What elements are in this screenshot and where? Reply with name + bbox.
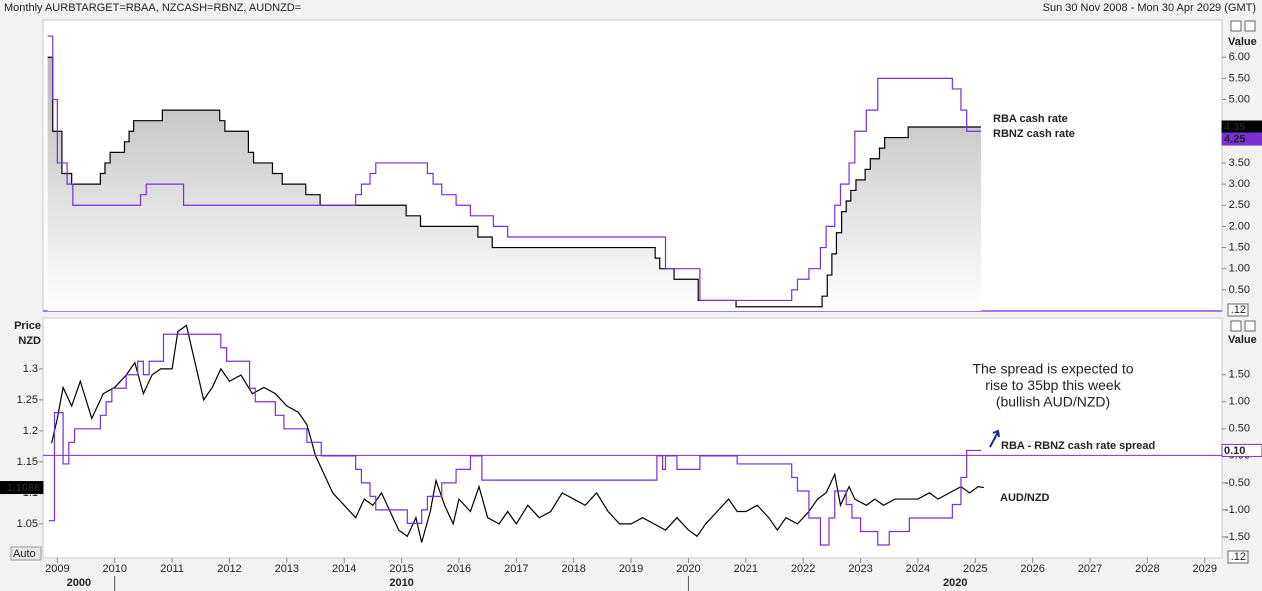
x-tick-label: 2027 xyxy=(1078,563,1102,575)
x-tick-label: 2026 xyxy=(1020,563,1044,575)
panel-button[interactable] xyxy=(1244,320,1256,332)
series-label: RBA cash rate xyxy=(993,113,1068,125)
last-value-label: 0.10 xyxy=(1224,445,1245,457)
series-line xyxy=(47,56,982,308)
x-tick-label: 2016 xyxy=(447,563,471,575)
x-tick-label: 2023 xyxy=(848,563,872,575)
corner-label: .12 xyxy=(1231,551,1246,563)
panel-button[interactable] xyxy=(1244,20,1256,32)
y-tick-label: 1.2 xyxy=(23,425,38,437)
y-tick-label: 1.15 xyxy=(17,456,38,468)
x-tick-label: 2018 xyxy=(561,563,585,575)
x-tick-label: 2022 xyxy=(791,563,815,575)
x-tick-label: 2029 xyxy=(1193,563,1217,575)
y-tick-label: 0.50 xyxy=(1229,423,1250,435)
series-line xyxy=(47,35,982,302)
corner-label-box xyxy=(1227,303,1249,317)
corner-label-box xyxy=(1227,550,1249,564)
last-value-box xyxy=(0,481,44,495)
last-value-label: 4.35 xyxy=(1224,121,1245,133)
y-tick-label: 1.00 xyxy=(1229,263,1250,275)
y-tick-label: 1.50 xyxy=(1229,369,1250,381)
y-axis-title: Value xyxy=(1228,334,1257,346)
x-tick-label: 2025 xyxy=(963,563,987,575)
y-tick-label: 1.05 xyxy=(17,518,38,530)
y-tick-label: 5.50 xyxy=(1229,72,1250,84)
last-value-label: 4.25 xyxy=(1224,133,1245,145)
bottom-panel xyxy=(42,317,1223,559)
panel-button[interactable] xyxy=(1230,20,1242,32)
left-axis-title: NZD xyxy=(18,335,41,347)
annotation: The spread is expected to xyxy=(972,361,1133,377)
y-tick-label: 1.3 xyxy=(23,363,38,375)
corner-label: .12 xyxy=(1231,304,1246,316)
x-tick-label: 2014 xyxy=(332,563,356,575)
annotation: rise to 35bp this week xyxy=(985,377,1121,393)
panel-button[interactable] xyxy=(1230,320,1242,332)
header-title: Monthly AURBTARGET=RBAA, NZCASH=RBNZ, AU… xyxy=(4,2,301,14)
series-line xyxy=(48,333,982,546)
y-tick-label: -0.50 xyxy=(1225,477,1250,489)
x-tick-label: 2012 xyxy=(217,563,241,575)
y-tick-label: 2.50 xyxy=(1229,199,1250,211)
y-tick-label: 2.00 xyxy=(1229,220,1250,232)
last-value-box xyxy=(1221,132,1262,146)
x-tick-label: 2028 xyxy=(1135,563,1159,575)
annotation: (bullish AUD/NZD) xyxy=(996,394,1110,410)
y-tick-label: 6.00 xyxy=(1229,51,1250,63)
y-tick-label: 1.00 xyxy=(1229,396,1250,408)
y-tick-label: -1.50 xyxy=(1225,531,1250,543)
left-axis-title: Price xyxy=(14,320,41,332)
x-tick-label: 2021 xyxy=(734,563,758,575)
decade-label: 2000 xyxy=(67,577,91,589)
decade-label: 2010 xyxy=(389,577,413,589)
y-tick-label: 1.25 xyxy=(17,394,38,406)
x-tick-label: 2015 xyxy=(389,563,413,575)
x-tick-label: 2017 xyxy=(504,563,528,575)
auto-label: Auto xyxy=(13,548,36,560)
series-label: RBA - RBNZ cash rate spread xyxy=(1001,440,1155,452)
y-tick-label: 1.50 xyxy=(1229,241,1250,253)
x-tick-label: 2010 xyxy=(102,563,126,575)
auto-button[interactable] xyxy=(10,546,42,561)
y-tick-label: 3.00 xyxy=(1229,178,1250,190)
x-tick-label: 2024 xyxy=(906,563,930,575)
last-value-box xyxy=(1221,443,1262,457)
y-tick-label: 3.50 xyxy=(1229,157,1250,169)
series-line xyxy=(51,324,984,543)
last-value-label: 1.1086 xyxy=(6,482,40,494)
y-axis-title: Value xyxy=(1228,36,1257,48)
y-tick-label: 0.50 xyxy=(1229,284,1250,296)
x-tick-label: 2011 xyxy=(160,563,184,575)
area xyxy=(47,57,982,311)
y-tick-label: 5.00 xyxy=(1229,93,1250,105)
series-label: AUD/NZD xyxy=(1000,492,1050,504)
x-tick-label: 2020 xyxy=(676,563,700,575)
x-tick-label: 2009 xyxy=(45,563,69,575)
x-tick-label: 2019 xyxy=(619,563,643,575)
y-tick-label: -1.00 xyxy=(1225,504,1250,516)
header-range: Sun 30 Nov 2008 - Mon 30 Apr 2029 (GMT) xyxy=(1043,2,1256,14)
annotation-arrow xyxy=(989,429,1000,448)
decade-label: 2020 xyxy=(943,577,967,589)
series-label: RBNZ cash rate xyxy=(993,128,1075,140)
x-tick-label: 2013 xyxy=(275,563,299,575)
